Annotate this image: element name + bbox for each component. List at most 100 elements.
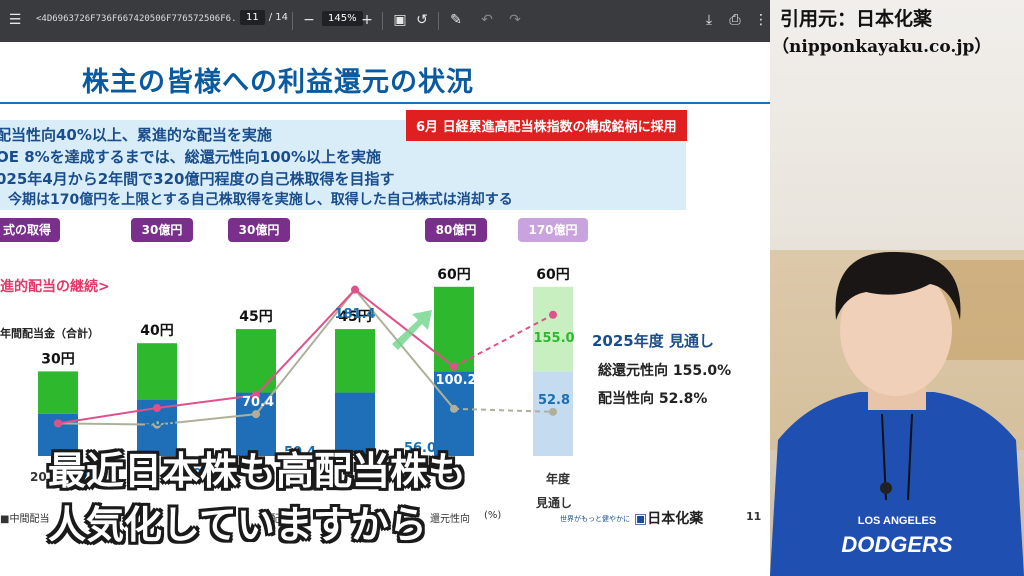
bar-final [335,329,375,393]
legend-payout: 配当性向 [270,514,310,525]
toolbar-divider [438,12,439,30]
line-value-label: 50.4 [284,445,316,460]
source-credit: 引用元：日本化薬 [780,8,933,30]
bar-total-label: 60円 [536,267,569,283]
presenter-image: LOS ANGELES DODGERS [770,250,1024,576]
policy-line: 025年4月から2年間で320億円程度の自己株取得を目指す [0,170,395,188]
bar-total-label: 45円 [239,309,272,325]
total-return-line-point [351,285,359,294]
line-value-label: 52.8 [538,393,570,408]
face [840,264,952,396]
payout-ratio-line-segment [354,289,455,410]
document-title: <4D6963726F736F667420506F776572506F6... [36,14,236,24]
bar-total-label: 30円 [41,351,74,367]
index-badge: 6月 日経累進高配当株指数の構成銘柄に採用 [406,110,687,141]
title-underline [0,102,770,104]
line-value-label: 39.3 [184,467,216,482]
total-return-line-point [450,362,458,371]
dividend-chart: 30円 40円 45円 45円 60円 60円 40.7 56.8 39.3 70.4 50.4 18… [38,267,575,482]
slide-title: 株主の皆様への利益還元の状況 [82,67,474,98]
line-value-label: 40.7 [70,467,102,482]
payout-ratio-line-point [450,404,458,413]
outlook-title: 2025年度 見通し [592,332,714,350]
total-return-line-segment [453,313,554,368]
payout-ratio-line-point [549,407,557,416]
buyback-pill: 80億円 [425,218,487,242]
payout-ratio-line-segment [57,422,158,426]
print-icon[interactable]: ⎙ [729,12,741,28]
line-value-label: 70.4 [242,395,274,410]
rotate-icon[interactable]: ↺ [416,12,428,28]
hoodie-print-main: DODGERS [841,532,953,557]
total-return-line-point [549,310,557,319]
total-return-line-segment [57,407,158,425]
line-value-label: 100.2 [435,373,476,388]
subtitle-line-2: 人気化していますから [48,503,427,547]
year-label-last: 年度 [546,472,571,486]
hoodie-print-top: LOS ANGELES [858,515,936,527]
logo-mark-icon: ▣ [634,511,648,527]
zoom-in-icon[interactable]: + [361,12,373,28]
payout-ratio-line-segment [453,407,554,413]
bar-interim [434,371,474,456]
subtitle-line-1: 最近日本株も高配当株も [48,449,467,493]
more-options-icon[interactable]: ⋮ [754,12,768,28]
bar-final [434,286,474,372]
slide-page-number: 11 [746,510,762,523]
buyback-pill: 式の取得 [0,218,60,242]
payout-ratio-line-point [252,410,260,419]
line-value-label: 56.8 [144,415,176,430]
redo-icon[interactable]: ↷ [509,12,521,28]
source-url: （nipponkayaku.co.jp） [772,37,992,57]
year-label-first: 20 [30,470,47,484]
payout-ratio-line-segment [156,413,257,426]
total-return-line-segment [354,288,455,368]
legend-interim: ■中間配当 [0,514,50,525]
toolbar-divider [292,12,293,30]
bar-interim [236,392,276,456]
total-return-line-point [153,404,161,413]
download-icon[interactable]: ⤓ [705,12,713,28]
line-value-label: 155.0 [533,331,574,346]
bar-total-label: 40円 [140,323,173,339]
legend-unit: (%) [484,510,502,521]
pdf-toolbar: ☰ <4D6963726F736F667420506F776572506F6..… [0,0,770,42]
zoom-level[interactable]: 145% [322,11,363,26]
pdf-viewer: ☰ <4D6963726F736F667420506F776572506F6..… [0,0,770,576]
hair [835,251,961,320]
slide-page: 株主の皆様への利益還元の状況 配当性向40%以上、累進的な配当を実施 OE 8%… [0,42,770,576]
zoom-out-icon[interactable]: − [303,12,315,28]
payout-ratio-line-point [153,420,161,429]
buyback-pill: 30億円 [131,218,193,242]
page-total: / 14 [268,12,289,23]
annotate-icon[interactable]: ✎ [450,12,462,28]
payout-ratio-line-segment [255,289,356,415]
fit-page-icon[interactable]: ▣ [393,12,407,28]
hoodie-string [907,413,913,501]
legend-total-return: 還元性向 [430,514,470,525]
outlook-row-payout: 配当性向 52.8% [598,391,708,407]
growth-arrow-icon [392,310,432,350]
undo-icon[interactable]: ↶ [481,12,493,28]
line-value-label: 181.4 [334,307,375,322]
page-input[interactable]: 11 [240,10,265,25]
policy-line: OE 8%を達成するまでは、総還元性向100%以上を実施 [0,148,382,166]
menu-icon[interactable]: ☰ [8,12,22,28]
total-return-line-point [252,391,260,400]
buyback-pill: 30億円 [228,218,290,242]
policy-line: 今期は170億円を上限とする自己株取得を実施し、取得した自己株式は消却する [8,192,513,208]
bar-final [38,371,78,414]
hoodie [770,392,1024,576]
y-axis-title: 年間配当金（合計） [0,327,99,340]
total-return-line-segment [255,288,356,396]
total-return-line-segment [156,394,257,410]
buyback-pill: 170億円 [518,218,588,242]
bar-total-label: 45円 [338,309,371,325]
bar-interim [335,392,375,456]
company-logo: ▣日本化薬 [634,511,704,527]
bar-final [236,329,276,393]
year-label-outlook: 見通し [536,496,573,510]
policy-line: 配当性向40%以上、累進的な配当を実施 [0,126,272,144]
total-return-line-point [54,419,62,428]
lapel-mic [880,482,892,494]
